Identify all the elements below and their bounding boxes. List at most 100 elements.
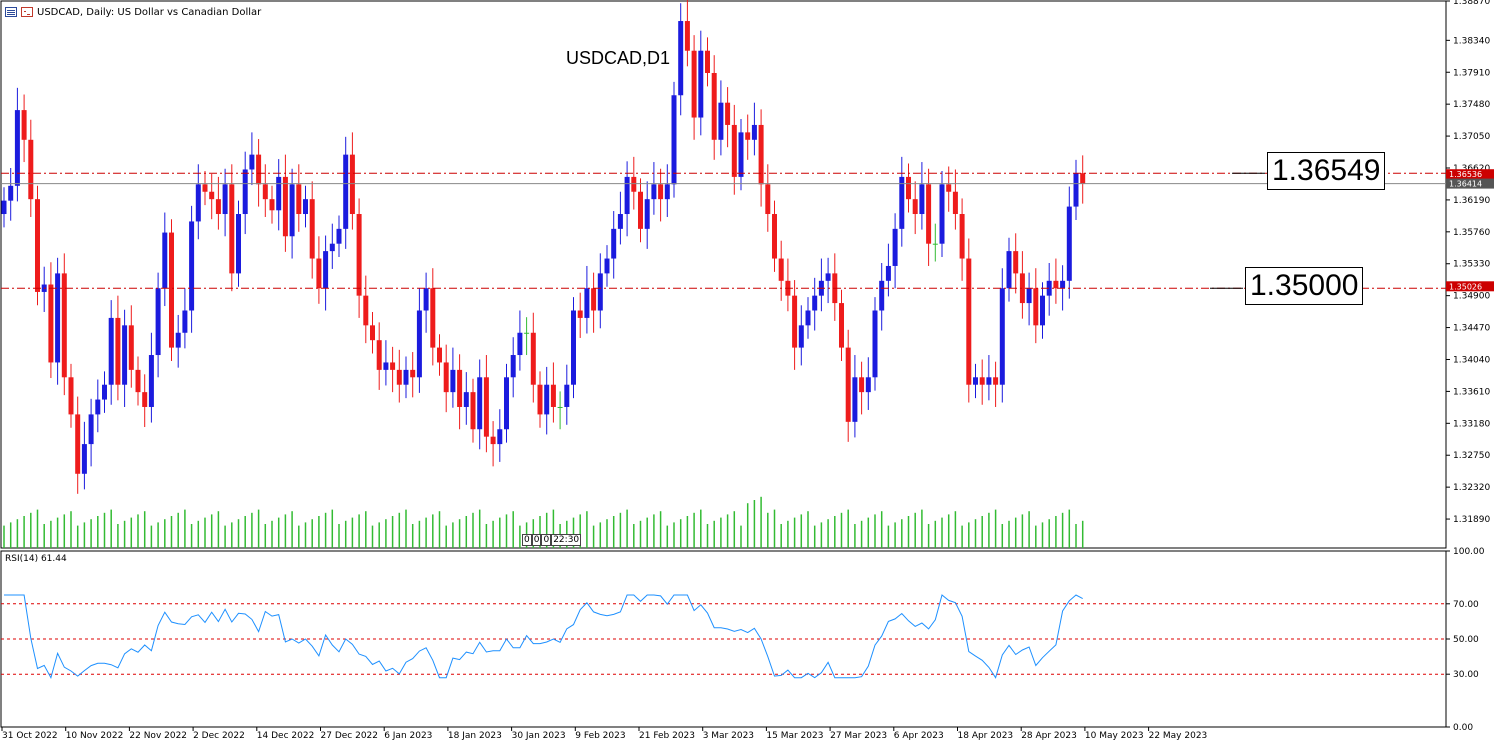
menu-icon[interactable]: [5, 7, 17, 17]
candle-body: [993, 377, 999, 385]
candle-body: [289, 184, 295, 237]
candle-body: [343, 154, 349, 229]
candle-body: [597, 273, 603, 311]
price-panel-frame: [0, 0, 1447, 549]
price-tick-label: 1.37050: [1453, 132, 1490, 142]
candle-body: [966, 258, 972, 385]
candle-body: [919, 184, 925, 215]
candle-body: [189, 221, 195, 311]
time-tick-label: 21 Feb 2023: [639, 731, 695, 741]
session-marker: 22:30: [551, 534, 582, 546]
candle-body: [81, 444, 87, 474]
session-marker: 0: [531, 534, 542, 546]
candle-body: [370, 325, 375, 341]
time-tick-label: 3 Mar 2023: [703, 731, 754, 741]
candle-body: [490, 436, 496, 445]
candle-body: [664, 184, 670, 200]
last-price-tag: [1446, 178, 1494, 189]
candle-body: [336, 228, 342, 244]
candle-body: [443, 362, 449, 393]
instrument-description: USDCAD, Daily: US Dollar vs Canadian Dol…: [37, 6, 262, 18]
candle-body: [276, 176, 282, 211]
chart-title: USDCAD,D1: [566, 48, 671, 68]
session-marker: 0: [541, 534, 552, 546]
rsi-label: RSI(14) 61.44: [5, 554, 67, 564]
candle-body: [48, 284, 54, 363]
candle-body: [812, 295, 818, 311]
lower-level-label[interactable]: 1.35000: [1245, 267, 1364, 305]
candle-body: [236, 214, 241, 274]
upper-price-tag: [1446, 169, 1494, 180]
candle-body: [591, 288, 597, 311]
candle-body: [363, 295, 369, 326]
candle-body: [28, 139, 34, 200]
candle-body: [718, 102, 724, 140]
chart-icon[interactable]: [21, 7, 33, 17]
price-tick-label: 1.35330: [1453, 260, 1490, 270]
candle-body: [617, 214, 623, 229]
lower-price-tag-text: 1.35026: [1449, 282, 1482, 291]
candle-body: [209, 191, 215, 200]
candle-body: [658, 184, 664, 200]
candle-body: [912, 199, 918, 215]
candle-body: [865, 377, 871, 393]
candle-body: [430, 288, 436, 348]
candle-body: [396, 369, 402, 385]
candle-body: [517, 332, 523, 356]
time-tick-label: 27 Dec 2022: [321, 731, 379, 741]
candle-body: [537, 384, 543, 415]
time-tick-label: 10 May 2023: [1085, 731, 1144, 741]
time-tick-label: 22 May 2023: [1149, 731, 1208, 741]
candle-body: [751, 124, 757, 140]
time-tick-label: 30 Jan 2023: [512, 731, 566, 741]
candle-body: [1006, 251, 1012, 289]
candle-body: [329, 243, 335, 252]
candle-body: [631, 176, 637, 192]
candle-body: [852, 377, 858, 422]
candle-body: [1019, 273, 1025, 304]
candle-body: [21, 110, 27, 140]
candle-body: [61, 273, 67, 378]
candle-body: [497, 429, 503, 445]
candle-body: [906, 176, 911, 200]
price-tick-label: 1.37480: [1453, 100, 1490, 110]
candle-body: [75, 414, 81, 474]
time-tick-label: 15 Mar 2023: [766, 731, 823, 741]
candle-body: [316, 258, 322, 289]
candle-body: [798, 325, 804, 348]
candle-body: [148, 355, 154, 407]
time-tick-label: 22 Nov 2022: [129, 731, 187, 741]
candle-body: [483, 377, 489, 437]
candle-body: [1060, 280, 1066, 289]
upper-level-label[interactable]: 1.36549: [1267, 152, 1386, 190]
candle-body: [450, 369, 456, 393]
price-tick-label: 1.33180: [1453, 419, 1490, 429]
candle-body: [463, 392, 469, 407]
candle-body: [410, 369, 416, 378]
candle-body: [705, 50, 710, 73]
candle-body: [939, 184, 945, 244]
candle-body: [885, 265, 891, 281]
candle-body: [845, 347, 851, 422]
candle-body: [88, 414, 94, 445]
candle-body: [155, 288, 161, 356]
session-markers: 0 0 0 22:30: [522, 534, 582, 546]
candle-body: [725, 102, 731, 125]
candle-body: [1033, 288, 1039, 326]
candle-body: [1040, 295, 1045, 326]
candle-body: [691, 50, 697, 118]
candle-body: [182, 310, 188, 333]
candle-body: [303, 199, 308, 215]
candle-body: [390, 362, 396, 370]
candle-body: [872, 310, 878, 378]
price-tick-label: 1.38870: [1453, 0, 1490, 7]
candle-body: [557, 406, 563, 408]
candle-body: [624, 176, 630, 215]
rsi-tick-label: 0.00: [1453, 723, 1473, 733]
candle-body: [859, 377, 865, 393]
session-marker: 0: [522, 534, 532, 546]
candle-body: [135, 369, 141, 393]
candle-body: [825, 273, 831, 281]
candle-body: [1066, 206, 1072, 281]
